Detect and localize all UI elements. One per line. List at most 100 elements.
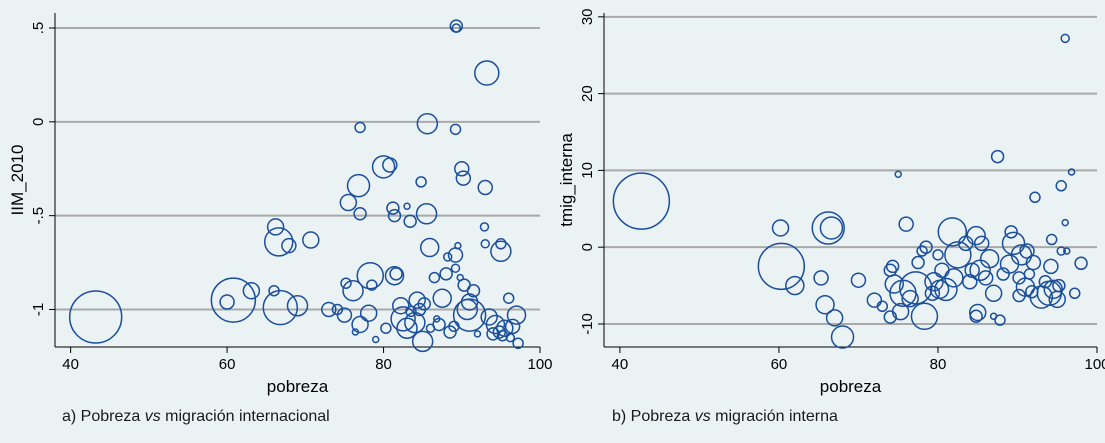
chart-a-bubble — [495, 238, 507, 250]
chart-a-bubble — [242, 281, 261, 300]
chart-a-bubble — [454, 160, 470, 177]
chart-a-bubble — [454, 241, 462, 250]
chart-a-bubble — [384, 265, 405, 286]
chart-a-bubble — [502, 292, 515, 304]
chart-b-bubble — [883, 310, 898, 324]
chart-b-bubble — [1074, 256, 1088, 271]
chart-b-y-tick-label: 30 — [579, 8, 596, 25]
chart-b-bubble — [1004, 225, 1018, 239]
panel-a: .5 0 -.5 -1 40 60 80 100 pobreza IIM_2010 a) Pobr… — [0, 0, 552, 443]
chart-a-bubble — [419, 237, 440, 258]
chart-a-bubble — [396, 317, 418, 339]
chart-a-bubble — [432, 317, 446, 332]
chart-b-bubble — [1025, 254, 1042, 271]
chart-b-x-tick-label: 80 — [930, 356, 947, 373]
chart-b-bubble — [984, 284, 1003, 303]
chart-b-bubble — [934, 277, 958, 302]
chart-a-y-tick-label: -.5 — [30, 207, 47, 225]
chart-b-y-tick-label: 20 — [579, 85, 596, 102]
chart-b-y-tick-label: 0 — [579, 243, 596, 251]
chart-b-bubble — [1056, 246, 1066, 256]
chart-a-bubble — [340, 277, 352, 289]
caption-b-vs: vs — [694, 408, 711, 425]
chart-b-bubble — [891, 302, 910, 321]
chart-a-bubble — [432, 288, 452, 308]
chart-b-bubble — [1010, 244, 1033, 266]
chart-b-bubble — [919, 240, 933, 254]
chart-b-x-axis-title: pobreza — [820, 377, 882, 396]
chart-a-bubble — [439, 267, 453, 281]
chart-b-bubble — [1052, 278, 1066, 293]
chart-a-bubble — [428, 271, 441, 284]
chart-a-bubble — [473, 330, 482, 338]
chart-a-bubble — [263, 227, 294, 257]
chart-a-bubble — [477, 179, 493, 196]
chart-a-bubble — [479, 222, 490, 232]
chart-a-bubble — [411, 330, 434, 353]
chart-a-bubble — [210, 277, 257, 323]
chart-a: .5 0 -.5 -1 40 60 80 100 pobreza IIM_2010 — [0, 0, 552, 443]
chart-a-bubble — [392, 296, 410, 315]
chart-b-bubble — [885, 259, 900, 274]
chart-b-bubble — [1043, 258, 1059, 275]
caption-b-prefix: b) Pobreza — [612, 408, 691, 425]
chart-a-bubble — [480, 239, 490, 249]
chart-a-bubble — [405, 305, 417, 318]
chart-b-bubble — [968, 303, 987, 322]
chart-a-bubble — [353, 207, 367, 221]
chart-a-y-tick-label: -1 — [30, 303, 47, 316]
chart-b-bubble — [1019, 243, 1035, 259]
chart-a-bubble — [380, 322, 392, 334]
chart-b-bubble — [911, 255, 925, 270]
chart-b-bubble — [866, 292, 883, 308]
chart-b-bubble — [850, 272, 867, 288]
chart-b-y-axis-title: tmig_interna — [557, 133, 576, 227]
chart-b-bubble — [813, 270, 829, 286]
chart-a-bubble — [359, 304, 378, 322]
chart-b-bubble — [1001, 231, 1026, 256]
chart-b-bubble — [973, 235, 990, 252]
chart-b-bubble — [901, 289, 919, 308]
chart-a-bubble — [496, 319, 514, 337]
chart-b-bubble — [898, 271, 933, 305]
chart-a-bubble — [480, 308, 498, 326]
chart-b-bubble — [894, 170, 902, 178]
chart-a-bubble — [68, 290, 123, 344]
chart-b-bubble — [876, 300, 889, 313]
chart-a-bubble — [485, 314, 506, 335]
chart-a-bubble — [451, 23, 462, 33]
chart-a-x-tick-label: 60 — [219, 356, 236, 373]
chart-a-bubble — [443, 325, 457, 339]
chart-a-bubble — [266, 218, 285, 236]
chart-a-bubble — [387, 208, 402, 223]
chart-a-bubble — [474, 60, 500, 86]
chart-b-bubble — [990, 149, 1005, 164]
chart-b-bubble — [819, 216, 844, 240]
chart-b-bubble — [979, 248, 1000, 269]
chart-b-bubble — [815, 295, 835, 315]
chart-a-bubble — [342, 279, 364, 302]
chart-a-bubble — [403, 214, 417, 229]
chart-a-bubble — [389, 267, 403, 281]
chart-b-y-tick-label: 10 — [579, 162, 596, 179]
chart-a-bubble — [455, 170, 472, 186]
chart-a-bubble — [371, 335, 380, 344]
chart-b-bubble — [785, 275, 805, 296]
chart-a-bubble — [356, 261, 384, 290]
chart-a-bubble — [219, 294, 235, 310]
chart-b-bubble — [962, 273, 978, 290]
chart-a-bubble — [416, 112, 439, 135]
chart-a-bubble — [417, 297, 431, 311]
chart-b-bubble — [932, 249, 944, 261]
chart-a-y-axis-title: IIM_2010 — [8, 145, 27, 216]
chart-b-bubble — [924, 285, 941, 302]
caption-a-vs: vs — [144, 408, 161, 425]
chart-a-bubble — [371, 155, 396, 179]
chart-a-bubble — [415, 176, 427, 188]
chart-b-y-tick-label: -10 — [579, 313, 596, 335]
chart-b-bubble — [916, 245, 928, 257]
chart-b-x-tick-label: 60 — [771, 356, 788, 373]
